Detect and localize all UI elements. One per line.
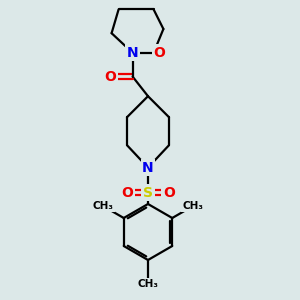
Text: CH₃: CH₃ (93, 201, 114, 211)
Text: O: O (154, 46, 166, 60)
Text: O: O (163, 186, 175, 200)
Text: CH₃: CH₃ (182, 201, 203, 211)
Text: N: N (142, 160, 154, 175)
Text: CH₃: CH₃ (137, 279, 158, 289)
Text: O: O (104, 70, 116, 84)
Text: O: O (121, 186, 133, 200)
Text: N: N (127, 46, 138, 60)
Text: S: S (143, 186, 153, 200)
